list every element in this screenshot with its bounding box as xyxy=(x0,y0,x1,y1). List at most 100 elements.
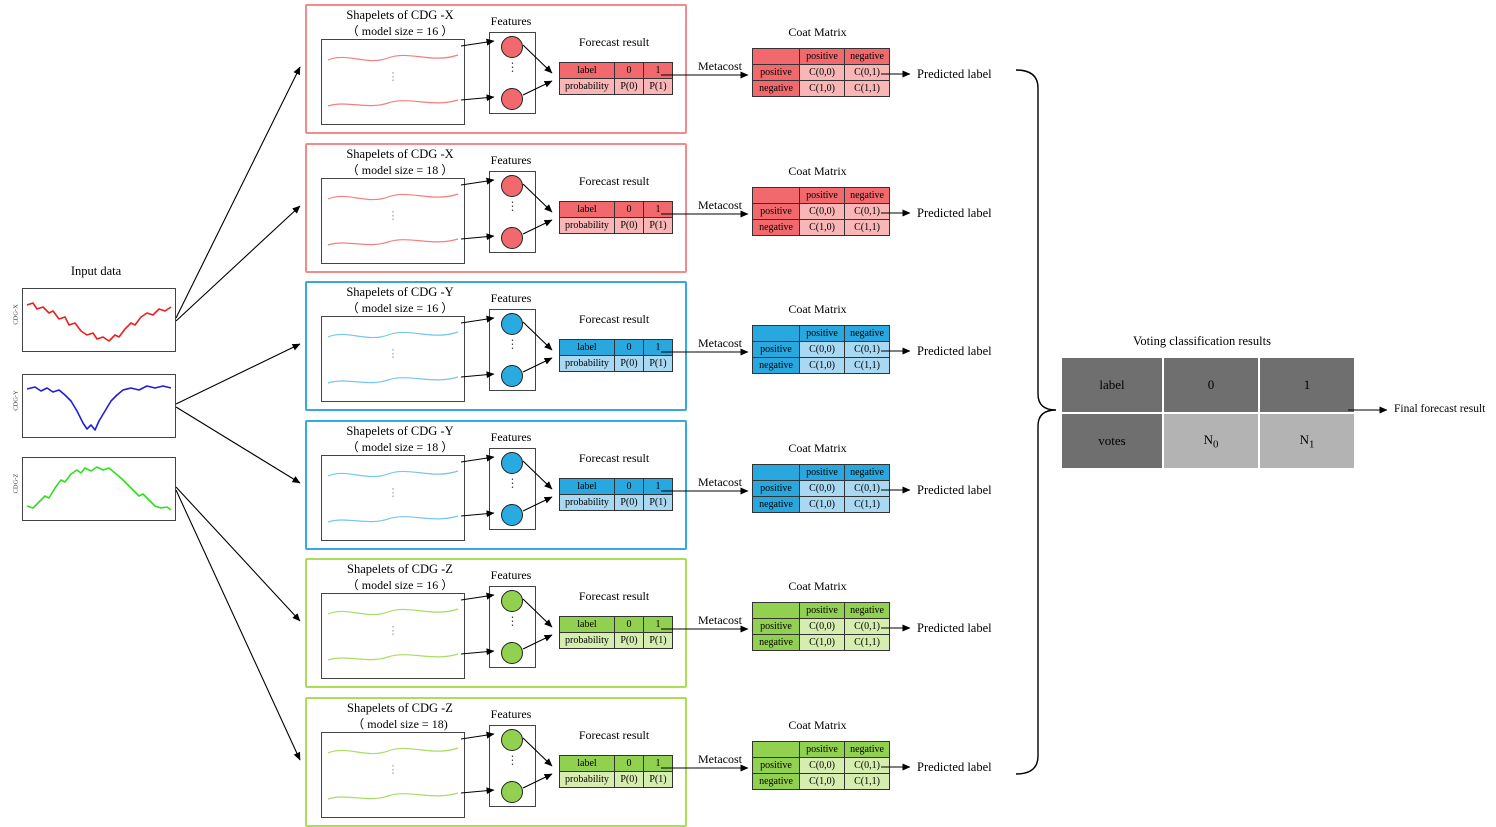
branch-cdg-x-16: Shapelets of CDG -X （ model size = 16 ） … xyxy=(305,4,1010,134)
table-cell: probability xyxy=(559,771,615,788)
table-cell: C(0,0) xyxy=(799,203,845,220)
feature-node xyxy=(501,590,523,612)
plot-axis-label: CDG-X xyxy=(12,304,20,325)
forecast-table: label 0 1 probability P(0) P(1) xyxy=(559,201,673,234)
table-cell: P(0) xyxy=(614,355,644,372)
table-cell: positive xyxy=(799,48,845,65)
table-cell: 0 xyxy=(614,62,644,79)
table-cell: C(1,0) xyxy=(799,496,845,513)
coat-matrix-table: positive negative positive C(0,0) C(0,1) ne… xyxy=(752,741,890,790)
table-cell: 1 xyxy=(643,62,673,79)
plot-axis-label: CDG-Z xyxy=(12,473,20,494)
forecast-table: label 0 1 probability P(0) P(1) xyxy=(559,62,673,95)
branch-cdg-y-18: Shapelets of CDG -Y （ model size = 18 ） … xyxy=(305,420,1010,550)
table-cell xyxy=(752,48,800,65)
input-plot-cdg-y: CDG-Y xyxy=(13,374,176,438)
table-cell: 1 xyxy=(643,755,673,772)
table-cell: C(1,1) xyxy=(844,80,890,97)
branch-title: Shapelets of CDG -X xyxy=(346,147,454,161)
model-box: Shapelets of CDG -Z （ model size = 18) ⋮… xyxy=(305,697,687,827)
signal-curve-z xyxy=(26,466,172,511)
table-cell: C(1,0) xyxy=(799,80,845,97)
input-plot-cdg-z: CDG-Z xyxy=(13,457,176,521)
table-cell: P(1) xyxy=(643,217,673,234)
table-cell xyxy=(752,325,800,342)
forecast-table: label 0 1 probability P(0) P(1) xyxy=(559,755,673,788)
connector-arrow xyxy=(175,205,301,322)
table-cell: 1 xyxy=(643,478,673,495)
shapelet-plot: ⋮ xyxy=(321,455,465,541)
forecast-result-label: Forecast result xyxy=(578,589,650,603)
table-cell: positive xyxy=(799,741,845,758)
table-cell: 0 xyxy=(614,339,644,356)
table-cell: positive xyxy=(752,203,800,220)
model-box: Shapelets of CDG -Z （ model size = 16 ） … xyxy=(305,558,687,688)
branch-title: Shapelets of CDG -Y xyxy=(346,285,454,299)
table-cell: C(1,0) xyxy=(799,357,845,374)
ellipsis: ⋮ xyxy=(387,348,399,360)
feature-node xyxy=(501,504,523,526)
coat-matrix-label: Coat Matrix xyxy=(788,441,847,455)
features-box: ⋮ xyxy=(489,171,536,253)
forecast-table: label 0 1 probability P(0) P(1) xyxy=(559,616,673,649)
ellipsis: ⋮ xyxy=(387,210,399,222)
feature-node xyxy=(501,452,523,474)
table-cell: positive xyxy=(799,464,845,481)
table-cell: label xyxy=(559,339,615,356)
table-cell: P(0) xyxy=(614,78,644,95)
table-cell: probability xyxy=(559,355,615,372)
input-plot-cdg-x: CDG-X xyxy=(13,288,176,352)
table-cell: probability xyxy=(559,217,615,234)
table-cell: probability xyxy=(559,494,615,511)
table-cell: negative xyxy=(752,773,800,790)
forecast-result-label: Forecast result xyxy=(578,312,650,326)
ellipsis: ⋮ xyxy=(506,476,519,490)
model-box: Shapelets of CDG -X （ model size = 18 ） … xyxy=(305,143,687,273)
branch-title: Shapelets of CDG -Z xyxy=(347,562,453,576)
features-box: ⋮ xyxy=(489,448,536,530)
table-cell: 1 xyxy=(643,201,673,218)
vote-count-sub: 0 xyxy=(1212,438,1219,451)
table-cell xyxy=(752,741,800,758)
predicted-label: Predicted label xyxy=(917,760,992,774)
table-cell: negative xyxy=(844,464,890,481)
table-cell: label xyxy=(559,755,615,772)
features-label: Features xyxy=(490,707,532,721)
table-cell: positive xyxy=(752,757,800,774)
ellipsis: ⋮ xyxy=(506,199,519,213)
table-cell: label xyxy=(559,478,615,495)
table-cell: P(0) xyxy=(614,771,644,788)
connector-arrow xyxy=(175,486,301,622)
branch-cdg-z-16: Shapelets of CDG -Z （ model size = 16 ） … xyxy=(305,558,1010,688)
table-cell: votes xyxy=(1060,412,1164,470)
feature-node xyxy=(501,642,523,664)
feature-node xyxy=(501,36,523,58)
table-cell xyxy=(752,464,800,481)
features-box: ⋮ xyxy=(489,32,536,114)
table-cell: positive xyxy=(752,618,800,635)
coat-matrix-table: positive negative positive C(0,0) C(0,1) ne… xyxy=(752,602,890,651)
table-cell: label xyxy=(559,616,615,633)
predicted-label: Predicted label xyxy=(917,344,992,358)
metacost-label: Metacost xyxy=(698,336,742,350)
metacost-label: Metacost xyxy=(698,59,742,73)
table-cell: label xyxy=(1060,356,1164,414)
forecast-result-label: Forecast result xyxy=(578,728,650,742)
table-cell: P(1) xyxy=(643,355,673,372)
table-cell: negative xyxy=(844,48,890,65)
table-cell: C(0,0) xyxy=(799,341,845,358)
table-cell: negative xyxy=(752,634,800,651)
model-box: Shapelets of CDG -Y （ model size = 18 ） … xyxy=(305,420,687,550)
branch-title: Shapelets of CDG -X xyxy=(346,8,454,22)
feature-node xyxy=(501,88,523,110)
predicted-label: Predicted label xyxy=(917,621,992,635)
shapelet-plot: ⋮ xyxy=(321,316,465,402)
table-cell: P(1) xyxy=(643,771,673,788)
table-cell: C(0,0) xyxy=(799,757,845,774)
branch-subtitle: （ model size = 16 ） xyxy=(346,301,454,315)
coat-matrix-label: Coat Matrix xyxy=(788,718,847,732)
forecast-result-label: Forecast result xyxy=(578,35,650,49)
table-cell: positive xyxy=(752,64,800,81)
signal-curve-x xyxy=(26,302,172,342)
